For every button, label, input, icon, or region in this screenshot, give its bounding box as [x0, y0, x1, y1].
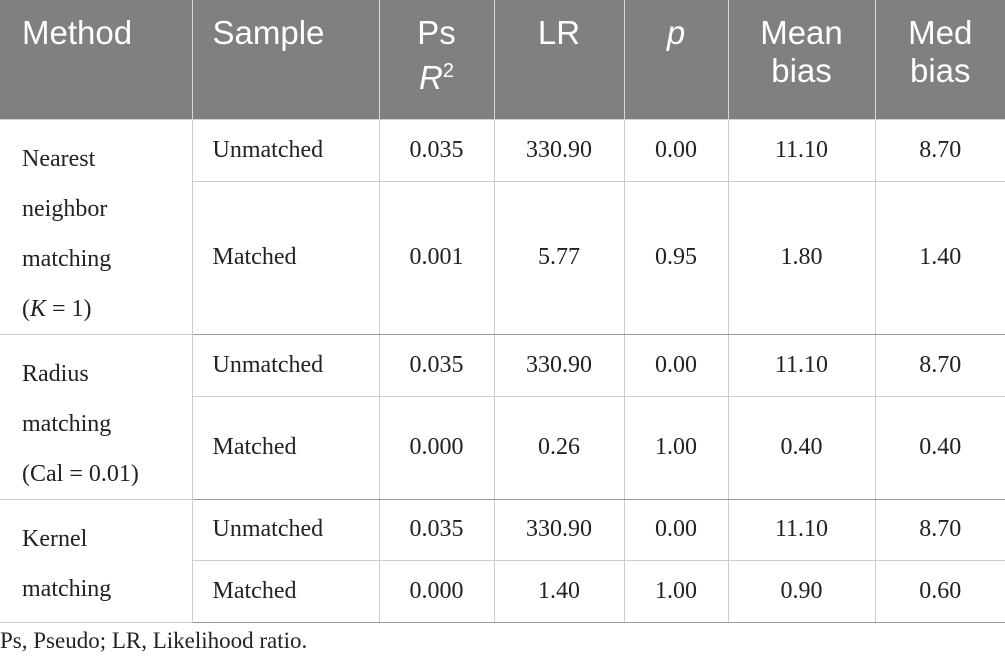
header-med-bias-label: bias [909, 52, 971, 89]
mean-bias-cell: 0.40 [727, 396, 875, 500]
ps-r2-cell: 0.000 [378, 560, 494, 623]
header-p: p [623, 0, 728, 120]
table-header: Method Sample Ps R2 LR p Mean bias Med b… [0, 0, 1005, 120]
header-r-label: R [419, 59, 443, 96]
med-bias-cell: 1.40 [874, 181, 1005, 335]
sample-cell: Unmatched [191, 334, 379, 397]
ps-r2-cell: 0.000 [378, 396, 494, 500]
lr-cell: 0.26 [493, 396, 624, 500]
table-body: Nearest neighbor matching (K = 1) Unmatc… [0, 119, 1005, 623]
table-footnote: Ps, Pseudo; LR, Likelihood ratio. [0, 628, 308, 653]
table-row: Nearest neighbor matching (K = 1) Unmatc… [0, 119, 1005, 335]
p-cell: 0.00 [623, 119, 728, 183]
header-mean-bias-label: bias [771, 52, 832, 89]
table-row: Radius matching (Cal = 0.01) Unmatched 0… [0, 334, 1005, 500]
sample-cell: Unmatched [191, 499, 379, 561]
method-line: Kernel [22, 525, 88, 552]
lr-cell: 330.90 [493, 119, 624, 183]
table-row: Matched 0.001 5.77 0.95 1.80 1.40 [0, 181, 1005, 335]
sample-cell: Matched [191, 560, 379, 623]
header-row: Method Sample Ps R2 LR p Mean bias Med b… [0, 0, 1005, 120]
ps-r2-cell: 0.001 [378, 181, 494, 335]
ps-r2-cell: 0.035 [378, 499, 494, 561]
method-param-open: ( [22, 295, 30, 322]
psm-balance-table: Method Sample Ps R2 LR p Mean bias Med b… [0, 0, 1005, 623]
header-p-label: p [666, 14, 686, 51]
method-line: matching [22, 245, 112, 272]
med-bias-cell: 0.40 [874, 396, 1005, 500]
lr-cell: 5.77 [493, 181, 624, 335]
method-cell-radius: Radius matching (Cal = 0.01) [0, 334, 192, 500]
lr-cell: 1.40 [493, 560, 624, 623]
method-line: matching [22, 410, 112, 437]
p-cell: 1.00 [623, 560, 728, 623]
p-cell: 0.00 [623, 334, 728, 397]
mean-bias-cell: 1.80 [727, 181, 875, 335]
lr-cell: 330.90 [493, 499, 624, 561]
header-ps-label: Ps [417, 14, 456, 51]
mean-bias-cell: 11.10 [727, 334, 875, 397]
header-r-superscript: 2 [442, 60, 454, 82]
method-param-var: K [30, 295, 47, 322]
table-row: Kernel matching Unmatched 0.035 330.90 0… [0, 499, 1005, 623]
sample-cell: Matched [191, 396, 379, 500]
ps-r2-cell: 0.035 [378, 119, 494, 183]
header-method-label: Method [22, 14, 133, 51]
method-cell-kernel: Kernel matching [0, 499, 192, 623]
header-ps-r2: Ps R2 [378, 0, 494, 120]
med-bias-cell: 0.60 [874, 560, 1005, 623]
lr-cell: 330.90 [493, 334, 624, 397]
header-mean-bias: Mean bias [727, 0, 875, 120]
header-mean-label: Mean [760, 14, 843, 51]
sample-cell: Unmatched [191, 119, 379, 183]
sample-cell: Matched [191, 181, 379, 335]
p-cell: 0.95 [623, 181, 728, 335]
mean-bias-cell: 0.90 [727, 560, 875, 623]
method-line: Radius [22, 360, 89, 387]
header-sample-label: Sample [212, 14, 325, 51]
ps-r2-cell: 0.035 [378, 334, 494, 397]
med-bias-cell: 8.70 [874, 119, 1005, 183]
header-lr: LR [493, 0, 624, 120]
p-cell: 0.00 [623, 499, 728, 561]
header-method: Method [0, 0, 192, 120]
header-sample: Sample [191, 0, 379, 120]
header-lr-label: LR [537, 14, 581, 51]
mean-bias-cell: 11.10 [727, 119, 875, 183]
med-bias-cell: 8.70 [874, 499, 1005, 561]
method-param: (K = 1) [22, 296, 92, 322]
method-line: matching [22, 575, 112, 602]
method-line: (Cal = 0.01) [22, 460, 139, 487]
mean-bias-cell: 11.10 [727, 499, 875, 561]
method-cell-nearest-neighbor: Nearest neighbor matching (K = 1) [0, 119, 192, 335]
p-cell: 1.00 [623, 396, 728, 500]
method-line: Nearest [22, 145, 96, 172]
table-row: Matched 0.000 1.40 1.00 0.90 0.60 [0, 560, 1005, 623]
method-line: neighbor [22, 195, 108, 222]
header-med-bias: Med bias [874, 0, 1005, 120]
header-med-label: Med [908, 14, 973, 51]
table-row: Matched 0.000 0.26 1.00 0.40 0.40 [0, 396, 1005, 500]
method-param-rest: = 1) [46, 295, 92, 322]
med-bias-cell: 8.70 [874, 334, 1005, 397]
